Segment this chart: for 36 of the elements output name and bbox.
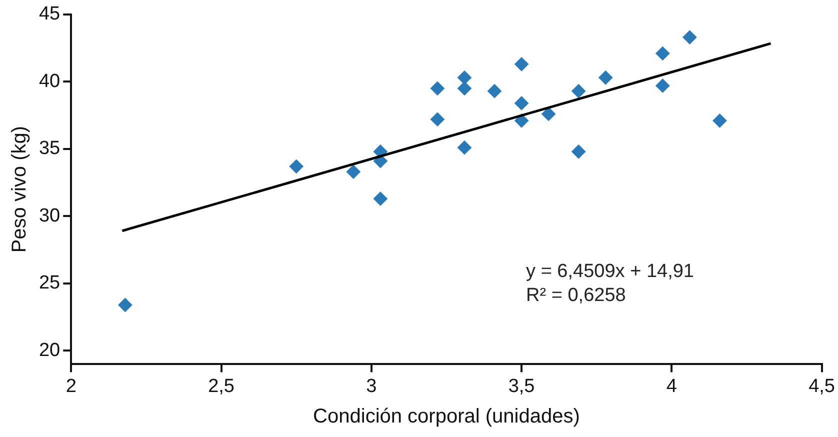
x-tick-label: 3 bbox=[366, 376, 377, 397]
point bbox=[514, 96, 529, 110]
y-tick-label: 40 bbox=[38, 70, 60, 92]
point bbox=[346, 164, 360, 179]
y-tick-label: 35 bbox=[38, 138, 60, 160]
point bbox=[457, 140, 472, 155]
y-tick-label: 30 bbox=[38, 205, 60, 226]
annotation: y = 6,4509x + 14,91 bbox=[526, 260, 694, 282]
x-tick-label: 3,5 bbox=[508, 376, 535, 397]
point bbox=[430, 112, 444, 126]
y-tick-label: 20 bbox=[38, 340, 60, 361]
point bbox=[488, 84, 502, 98]
point bbox=[514, 57, 529, 72]
point bbox=[656, 78, 670, 93]
y-tick-label: 45 bbox=[38, 4, 60, 25]
x-tick-label: 2,5 bbox=[208, 376, 234, 397]
point bbox=[373, 192, 388, 206]
point bbox=[572, 144, 586, 159]
x-tick-label: 4,5 bbox=[808, 376, 836, 397]
point bbox=[656, 46, 670, 60]
y-tick-label: 25 bbox=[38, 272, 60, 294]
annotation: R² = 0,6258 bbox=[526, 284, 626, 306]
x-tick-label: 2 bbox=[66, 376, 76, 397]
point bbox=[542, 106, 556, 121]
point bbox=[289, 159, 304, 174]
x-axis-title: Condición corporal (unidades) bbox=[313, 406, 580, 428]
point bbox=[457, 70, 472, 85]
point bbox=[712, 114, 727, 128]
point bbox=[457, 81, 472, 96]
point bbox=[572, 84, 586, 98]
point bbox=[598, 70, 613, 85]
point bbox=[430, 81, 444, 96]
y-axis-title: Peso vivo (kg) bbox=[8, 126, 31, 253]
point bbox=[118, 298, 132, 312]
point bbox=[682, 30, 697, 44]
x-tick-label: 4 bbox=[666, 376, 678, 397]
